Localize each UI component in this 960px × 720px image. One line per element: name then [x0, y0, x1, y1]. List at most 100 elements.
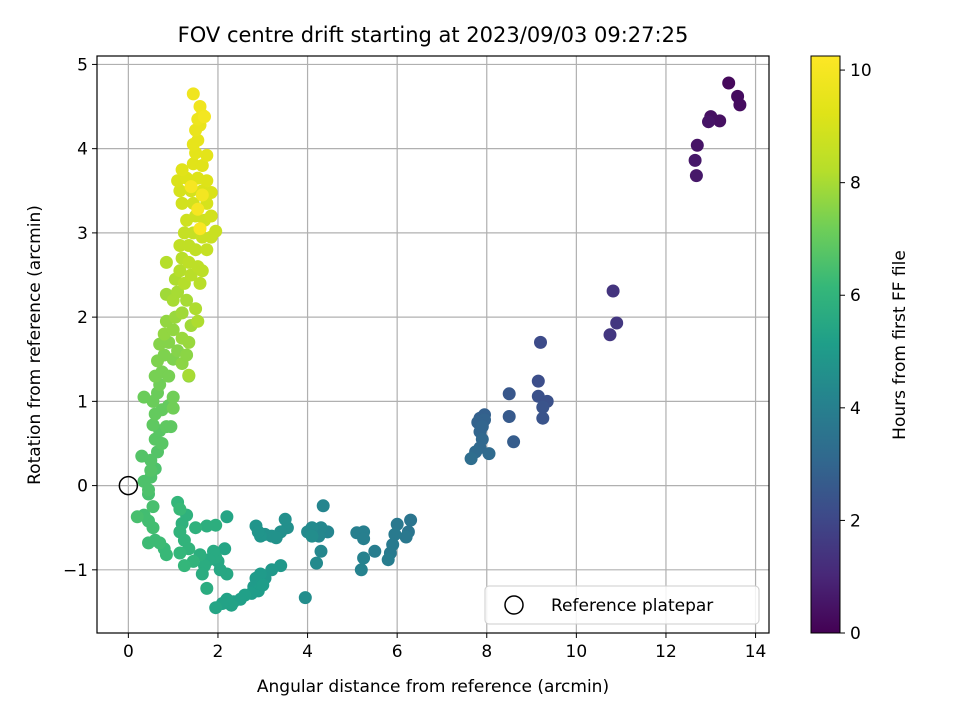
- scatter-point: [507, 435, 520, 448]
- scatter-point: [310, 557, 323, 570]
- scatter-point: [176, 306, 189, 319]
- scatter-point: [194, 222, 207, 235]
- scatter-point: [135, 450, 148, 463]
- scatter-point: [147, 418, 160, 431]
- scatter-point: [189, 521, 202, 534]
- y-axis-label: Rotation from reference (arcmin): [25, 205, 45, 485]
- scatter-point: [306, 530, 319, 543]
- scatter-point: [713, 114, 726, 127]
- scatter-point: [299, 591, 312, 604]
- scatter-point: [534, 336, 547, 349]
- scatter-point: [200, 149, 213, 162]
- scatter-point: [604, 328, 617, 341]
- scatter-point: [702, 115, 715, 128]
- scatter-point: [142, 483, 155, 496]
- scatter-point: [176, 163, 189, 176]
- y-axis-ticks: −1 0 1 2 3 4 5: [63, 55, 97, 580]
- scatter-point: [178, 559, 191, 572]
- scatter-point: [189, 302, 202, 315]
- scatter-point: [191, 315, 204, 328]
- scatter-point: [162, 370, 175, 383]
- colorbar: 0 2 4 6 8 10 Hours from first FF file: [811, 56, 910, 644]
- scatter-point: [196, 189, 209, 202]
- y-tick-label: 4: [77, 140, 88, 160]
- y-tick-label: 5: [77, 55, 88, 75]
- chart-title: FOV centre drift starting at 2023/09/03 …: [178, 23, 689, 47]
- scatter-point: [147, 500, 160, 513]
- x-axis-ticks: 0 2 4 6 8 10 12 14: [123, 633, 766, 662]
- scatter-point: [722, 77, 735, 90]
- colorbar-tick-label: 10: [850, 61, 872, 81]
- x-tick-label: 2: [213, 642, 224, 662]
- scatter-point: [220, 510, 233, 523]
- scatter-point: [532, 375, 545, 388]
- y-tick-label: 2: [77, 308, 88, 328]
- legend-reference-label: Reference platepar: [551, 596, 713, 616]
- scatter-point: [182, 336, 195, 349]
- scatter-point: [689, 154, 702, 167]
- scatter-point: [176, 197, 189, 210]
- scatter-points: [119, 77, 746, 615]
- scatter-point: [209, 601, 222, 614]
- x-axis-label: Angular distance from reference (arcmin): [257, 677, 609, 697]
- scatter-point: [503, 410, 516, 423]
- scatter-point: [733, 98, 746, 111]
- scatter-point: [180, 349, 193, 362]
- colorbar-label: Hours from first FF file: [890, 250, 910, 440]
- y-tick-label: 0: [77, 477, 88, 497]
- colorbar-gradient: [811, 56, 840, 633]
- scatter-point: [191, 203, 204, 216]
- scatter-point: [144, 464, 157, 477]
- scatter-point: [173, 547, 186, 560]
- scatter-point: [167, 391, 180, 404]
- scatter-point: [483, 447, 496, 460]
- scatter-point: [200, 243, 213, 256]
- scatter-point: [164, 420, 177, 433]
- y-tick-label: −1: [63, 561, 88, 581]
- scatter-point: [209, 225, 222, 238]
- colorbar-tick-label: 6: [850, 286, 861, 306]
- scatter-point: [607, 285, 620, 298]
- x-tick-label: 14: [745, 642, 767, 662]
- scatter-point: [200, 520, 213, 533]
- scatter-point: [200, 582, 213, 595]
- scatter-point: [205, 210, 218, 223]
- x-tick-label: 12: [655, 642, 677, 662]
- scatter-point: [317, 499, 330, 512]
- legend: Reference platepar: [485, 586, 759, 624]
- scatter-point: [187, 87, 200, 100]
- x-tick-label: 8: [481, 642, 492, 662]
- scatter-point: [185, 180, 198, 193]
- scatter-point: [536, 412, 549, 425]
- scatter-point: [189, 243, 202, 256]
- scatter-point: [368, 545, 381, 558]
- scatter-point: [142, 536, 155, 549]
- scatter-point: [610, 317, 623, 330]
- scatter-point: [173, 503, 186, 516]
- scatter-point: [182, 369, 195, 382]
- scatter-point: [194, 277, 207, 290]
- colorbar-ticks: 0 2 4 6 8 10: [840, 61, 872, 644]
- y-tick-label: 1: [77, 392, 88, 412]
- scatter-point: [315, 545, 328, 558]
- scatter-point: [200, 174, 213, 187]
- scatter-point: [196, 264, 209, 277]
- scatter-point: [400, 531, 413, 544]
- scatter-point: [156, 437, 169, 450]
- y-tick-label: 3: [77, 224, 88, 244]
- x-tick-label: 0: [123, 642, 134, 662]
- colorbar-tick-label: 8: [850, 174, 861, 194]
- scatter-point: [357, 552, 370, 565]
- scatter-point: [355, 563, 368, 576]
- x-tick-label: 6: [392, 642, 403, 662]
- scatter-point: [279, 513, 292, 526]
- scatter-point: [160, 256, 173, 269]
- scatter-point: [198, 110, 211, 123]
- scatter-point: [252, 525, 265, 538]
- scatter-point: [404, 514, 417, 527]
- scatter-point: [503, 387, 516, 400]
- colorbar-tick-label: 0: [850, 624, 861, 644]
- scatter-point: [465, 452, 478, 465]
- colorbar-tick-label: 4: [850, 399, 861, 419]
- x-tick-label: 10: [566, 642, 588, 662]
